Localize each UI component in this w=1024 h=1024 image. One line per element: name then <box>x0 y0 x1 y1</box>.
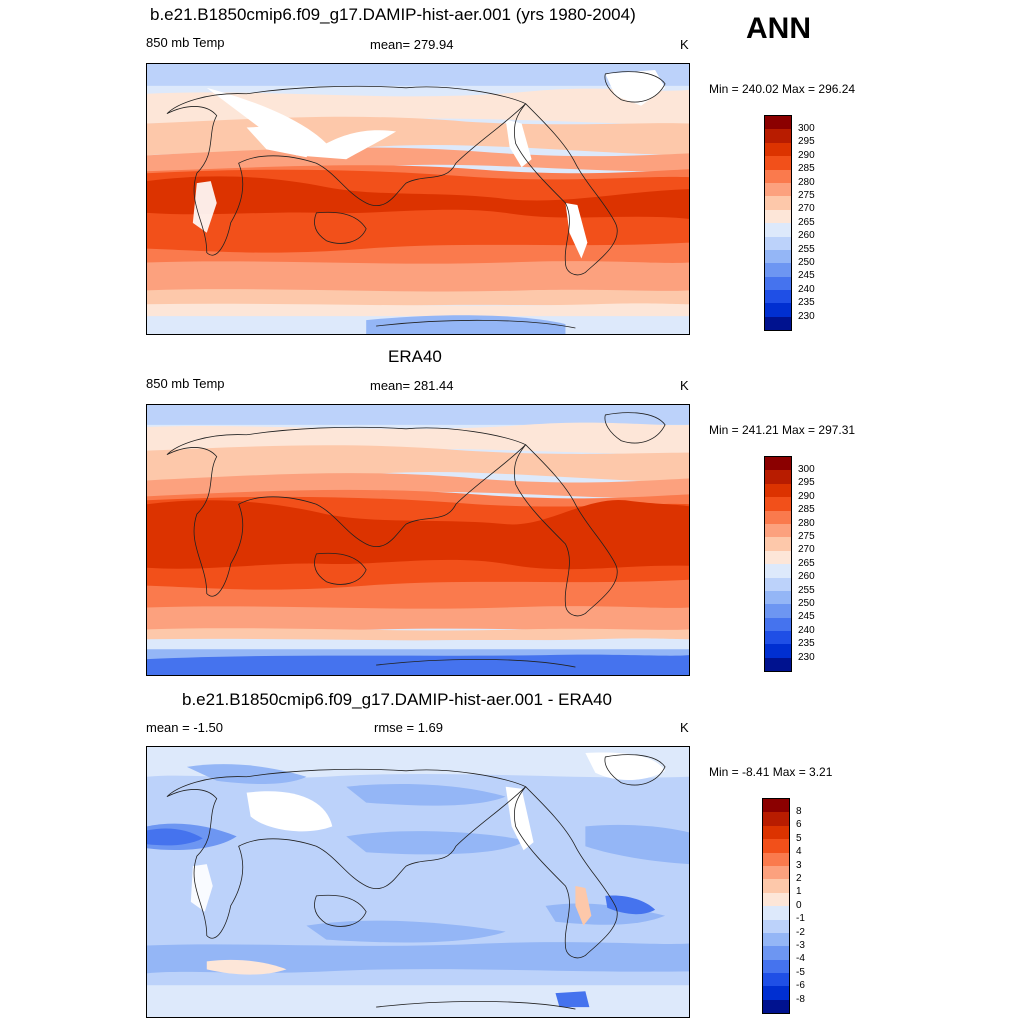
panel3-colorbar-tick: -3 <box>796 940 805 951</box>
panel2-temperature-field <box>147 405 689 675</box>
panel2-colorbar-tick: 250 <box>798 598 815 609</box>
panel3-colorbar-tick: -5 <box>796 966 805 978</box>
panel1-colorbar-swatches <box>764 115 792 332</box>
panel1-colorbar-tick: 275 <box>798 190 815 201</box>
panel2-colorbar: 300 295 290 285 280 275 270 265 260 255 … <box>764 456 824 673</box>
panel2-colorbar-tick: 230 <box>798 651 815 663</box>
panel2-colorbar-tick: 295 <box>798 477 815 489</box>
panel2-colorbar-tick: 275 <box>798 531 815 542</box>
panel1-left-label: 850 mb Temp <box>146 35 225 50</box>
panel1-colorbar-tick: 265 <box>798 216 815 228</box>
panel1-colorbar-tick: 260 <box>798 230 815 242</box>
panel3-colorbar-tick: -8 <box>796 993 805 1005</box>
panel1-center-label: mean= 279.94 <box>370 37 454 52</box>
panel2-colorbar-tick: 265 <box>798 557 815 569</box>
panel2-colorbar-tick: 260 <box>798 571 815 583</box>
panel3-colorbar: 8 6 5 4 3 2 1 0 -1 -2 -3 -4 -5 -6 -8 <box>762 798 822 1015</box>
panel3-colorbar-tick: 3 <box>796 859 802 871</box>
panel1-colorbar-tick: 250 <box>798 257 815 268</box>
season-label: ANN <box>746 12 811 45</box>
panel3-colorbar-tick: 2 <box>796 873 802 884</box>
panel2-colorbar-tick: 240 <box>798 624 815 636</box>
panel3-colorbar-tick: -4 <box>796 953 805 965</box>
panel2-colorbar-tick: 270 <box>798 544 815 556</box>
panel1-colorbar-tick: 300 <box>798 123 815 134</box>
panel2-colorbar-tick: 255 <box>798 584 815 596</box>
panel1-colorbar-tick: 235 <box>798 297 815 309</box>
panel3-colorbar-tick: -6 <box>796 980 805 992</box>
panel3-left-label: mean = -1.50 <box>146 720 223 735</box>
panel1-temperature-field <box>147 64 689 334</box>
panel1-colorbar-tick: 230 <box>798 310 815 322</box>
panel1-colorbar-tick: 290 <box>798 149 815 161</box>
panel1-colorbar-tick: 285 <box>798 163 815 175</box>
panel3-colorbar-tick: -2 <box>796 926 805 938</box>
panel3-colorbar-tick: 4 <box>796 846 802 858</box>
panel2-colorbar-tick: 280 <box>798 517 815 529</box>
panel2-colorbar-tick: 285 <box>798 504 815 516</box>
panel2-left-label: 850 mb Temp <box>146 376 225 391</box>
panel3-units: K <box>680 720 689 735</box>
panel1-colorbar-tick: 245 <box>798 270 815 282</box>
panel3-difference-field <box>147 747 689 1017</box>
panel2-map <box>146 404 690 676</box>
panel2-colorbar-swatches <box>764 456 792 673</box>
panel3-title: b.e21.B1850cmip6.f09_g17.DAMIP-hist-aer.… <box>182 690 612 709</box>
panel1-units: K <box>680 37 689 52</box>
panel2-units: K <box>680 378 689 393</box>
panel1-colorbar-tick: 270 <box>798 203 815 215</box>
panel2-colorbar-tick: 290 <box>798 490 815 502</box>
panel3-minmax: Min = -8.41 Max = 3.21 <box>709 765 833 779</box>
panel3-center-label: rmse = 1.69 <box>374 720 444 735</box>
panel1-colorbar-tick: 295 <box>798 136 815 148</box>
panel2-colorbar-tick: 235 <box>798 638 815 650</box>
panel3-colorbar-tick: -1 <box>796 913 805 925</box>
panel2-title: ERA40 <box>388 347 442 366</box>
panel1-map <box>146 63 690 335</box>
panel3-colorbar-tick: 0 <box>796 899 802 911</box>
panel1-minmax: Min = 240.02 Max = 296.24 <box>709 82 856 96</box>
panel3-colorbar-tick: 6 <box>796 819 802 831</box>
panel2-center-label: mean= 281.44 <box>370 378 454 393</box>
panel3-map <box>146 746 690 1018</box>
panel2-colorbar-tick: 245 <box>798 611 815 623</box>
panel1-colorbar: 300 295 290 285 280 275 270 265 260 255 … <box>764 115 824 332</box>
panel3-colorbar-tick: 8 <box>796 806 802 817</box>
panel1-colorbar-tick: 280 <box>798 176 815 188</box>
panel1-colorbar-tick: 255 <box>798 243 815 255</box>
panel3-colorbar-tick: 5 <box>796 832 802 844</box>
panel1-title: b.e21.B1850cmip6.f09_g17.DAMIP-hist-aer.… <box>150 5 636 24</box>
panel3-colorbar-tick: 1 <box>796 886 802 898</box>
panel1-colorbar-tick: 240 <box>798 283 815 295</box>
panel2-minmax: Min = 241.21 Max = 297.31 <box>709 423 856 437</box>
panel2-colorbar-tick: 300 <box>798 464 815 475</box>
panel3-colorbar-swatches <box>762 798 790 1015</box>
